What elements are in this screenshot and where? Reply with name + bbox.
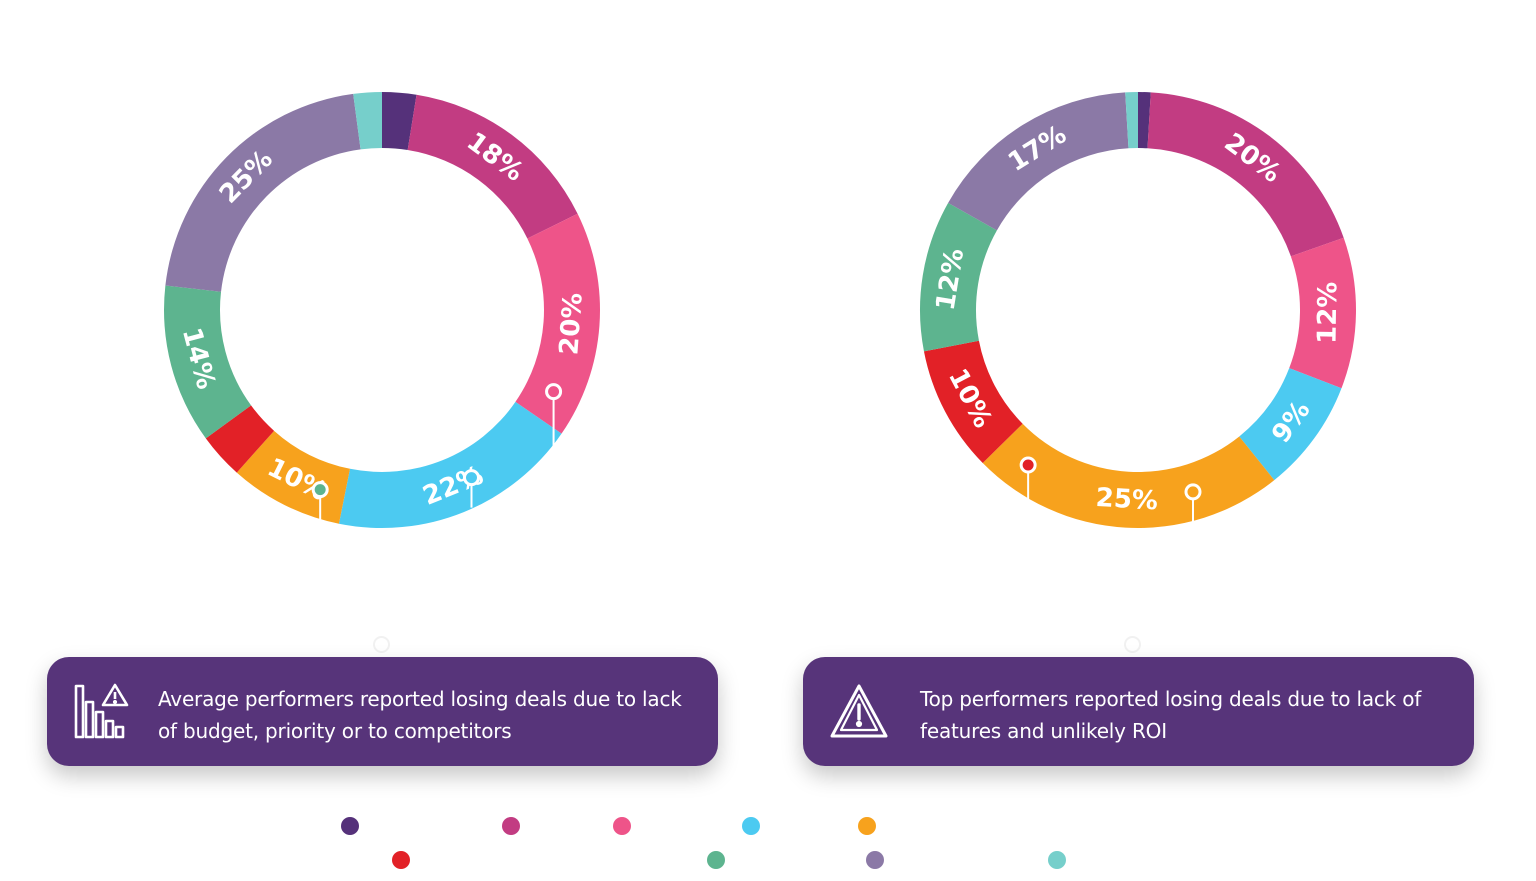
average-marker-0 <box>545 383 563 401</box>
top-slice-red <box>923 340 1023 464</box>
top-performers-donut-svg: 20%12%9%25%10%12%17% <box>920 92 1356 528</box>
legend-dot-magenta <box>502 817 520 835</box>
average-slice-orange <box>236 430 351 524</box>
legend-dot-pink <box>613 817 631 835</box>
callout-connector-dot-left <box>373 636 390 653</box>
average-marker-2 <box>311 481 329 499</box>
top-slice-pink <box>1289 237 1356 389</box>
callout-left-line1: Average performers reported losing deals… <box>158 687 682 711</box>
top-label-orange: 25% <box>1095 483 1159 517</box>
average-slice-teal <box>353 92 382 150</box>
bar-chart-warning-icon <box>73 683 133 743</box>
legend-dot-green <box>707 851 725 869</box>
top-slice-teal <box>1125 92 1138 149</box>
legend-dot-lavender <box>866 851 884 869</box>
legend-dot-red <box>392 851 410 869</box>
average-performers-callout-text: Average performers reported losing deals… <box>158 683 698 747</box>
average-slice-dark_purple <box>382 92 417 151</box>
top-performers-callout-text: Top performers reported losing deals due… <box>920 683 1454 747</box>
legend-dot-orange <box>858 817 876 835</box>
average-slice-green <box>164 285 252 439</box>
legend-dot-teal <box>1048 851 1066 869</box>
callout-right-line1: Top performers reported losing deals due… <box>920 687 1422 711</box>
average-performers-donut-chart: 18% 20% 22% 10% 14% 25% <box>152 80 612 540</box>
top-label-pink: 12% <box>1313 281 1344 344</box>
average-slice-red <box>205 405 275 473</box>
top-performers-donut-chart: 20% 12% 9% 25% 10% 12% 17% <box>908 80 1368 540</box>
top-slice-dark_purple <box>1138 92 1151 149</box>
callout-connector-dot-right <box>1124 636 1141 653</box>
callout-right-line2: features and unlikely ROI <box>920 719 1167 743</box>
average-slice-pink <box>515 213 600 434</box>
top-slice-sky_blue <box>1239 368 1342 481</box>
average-performers-donut-svg: 18%20%22%10%14%25% <box>164 92 600 540</box>
average-slice-sky_blue <box>338 401 562 528</box>
top-slice-green <box>920 202 997 352</box>
legend-dot-dark-purple <box>341 817 359 835</box>
average-slice-magenta <box>407 94 578 239</box>
warning-triangle-icon <box>829 683 889 743</box>
top-performers-callout: Top performers reported losing deals due… <box>803 657 1474 766</box>
top-marker-0 <box>1184 483 1202 501</box>
legend-dot-sky-blue <box>742 817 760 835</box>
average-marker-1 <box>462 469 480 487</box>
top-marker-1 <box>1019 456 1037 474</box>
average-slice-lavender <box>165 93 361 292</box>
top-slice-orange <box>982 423 1275 528</box>
average-performers-callout: Average performers reported losing deals… <box>47 657 718 766</box>
callout-left-line2: of budget, priority or to competitors <box>158 719 512 743</box>
average-label-pink: 20% <box>554 292 588 356</box>
top-slice-lavender <box>948 92 1129 231</box>
top-slice-magenta <box>1147 92 1344 257</box>
